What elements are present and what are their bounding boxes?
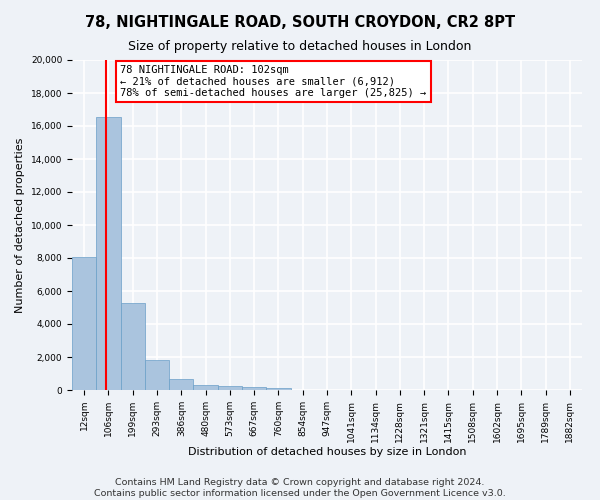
Text: Size of property relative to detached houses in London: Size of property relative to detached ho… xyxy=(128,40,472,53)
Text: 78 NIGHTINGALE ROAD: 102sqm
← 21% of detached houses are smaller (6,912)
78% of : 78 NIGHTINGALE ROAD: 102sqm ← 21% of det… xyxy=(121,65,427,98)
Bar xyxy=(121,302,145,390)
Bar xyxy=(266,388,290,390)
X-axis label: Distribution of detached houses by size in London: Distribution of detached houses by size … xyxy=(188,448,466,458)
Text: Contains HM Land Registry data © Crown copyright and database right 2024.
Contai: Contains HM Land Registry data © Crown c… xyxy=(94,478,506,498)
Y-axis label: Number of detached properties: Number of detached properties xyxy=(15,138,25,312)
Bar xyxy=(96,117,121,390)
Bar xyxy=(218,386,242,390)
Bar xyxy=(193,385,218,390)
Bar xyxy=(145,360,169,390)
Text: 78, NIGHTINGALE ROAD, SOUTH CROYDON, CR2 8PT: 78, NIGHTINGALE ROAD, SOUTH CROYDON, CR2… xyxy=(85,15,515,30)
Bar xyxy=(72,257,96,390)
Bar xyxy=(169,380,193,390)
Bar xyxy=(242,388,266,390)
